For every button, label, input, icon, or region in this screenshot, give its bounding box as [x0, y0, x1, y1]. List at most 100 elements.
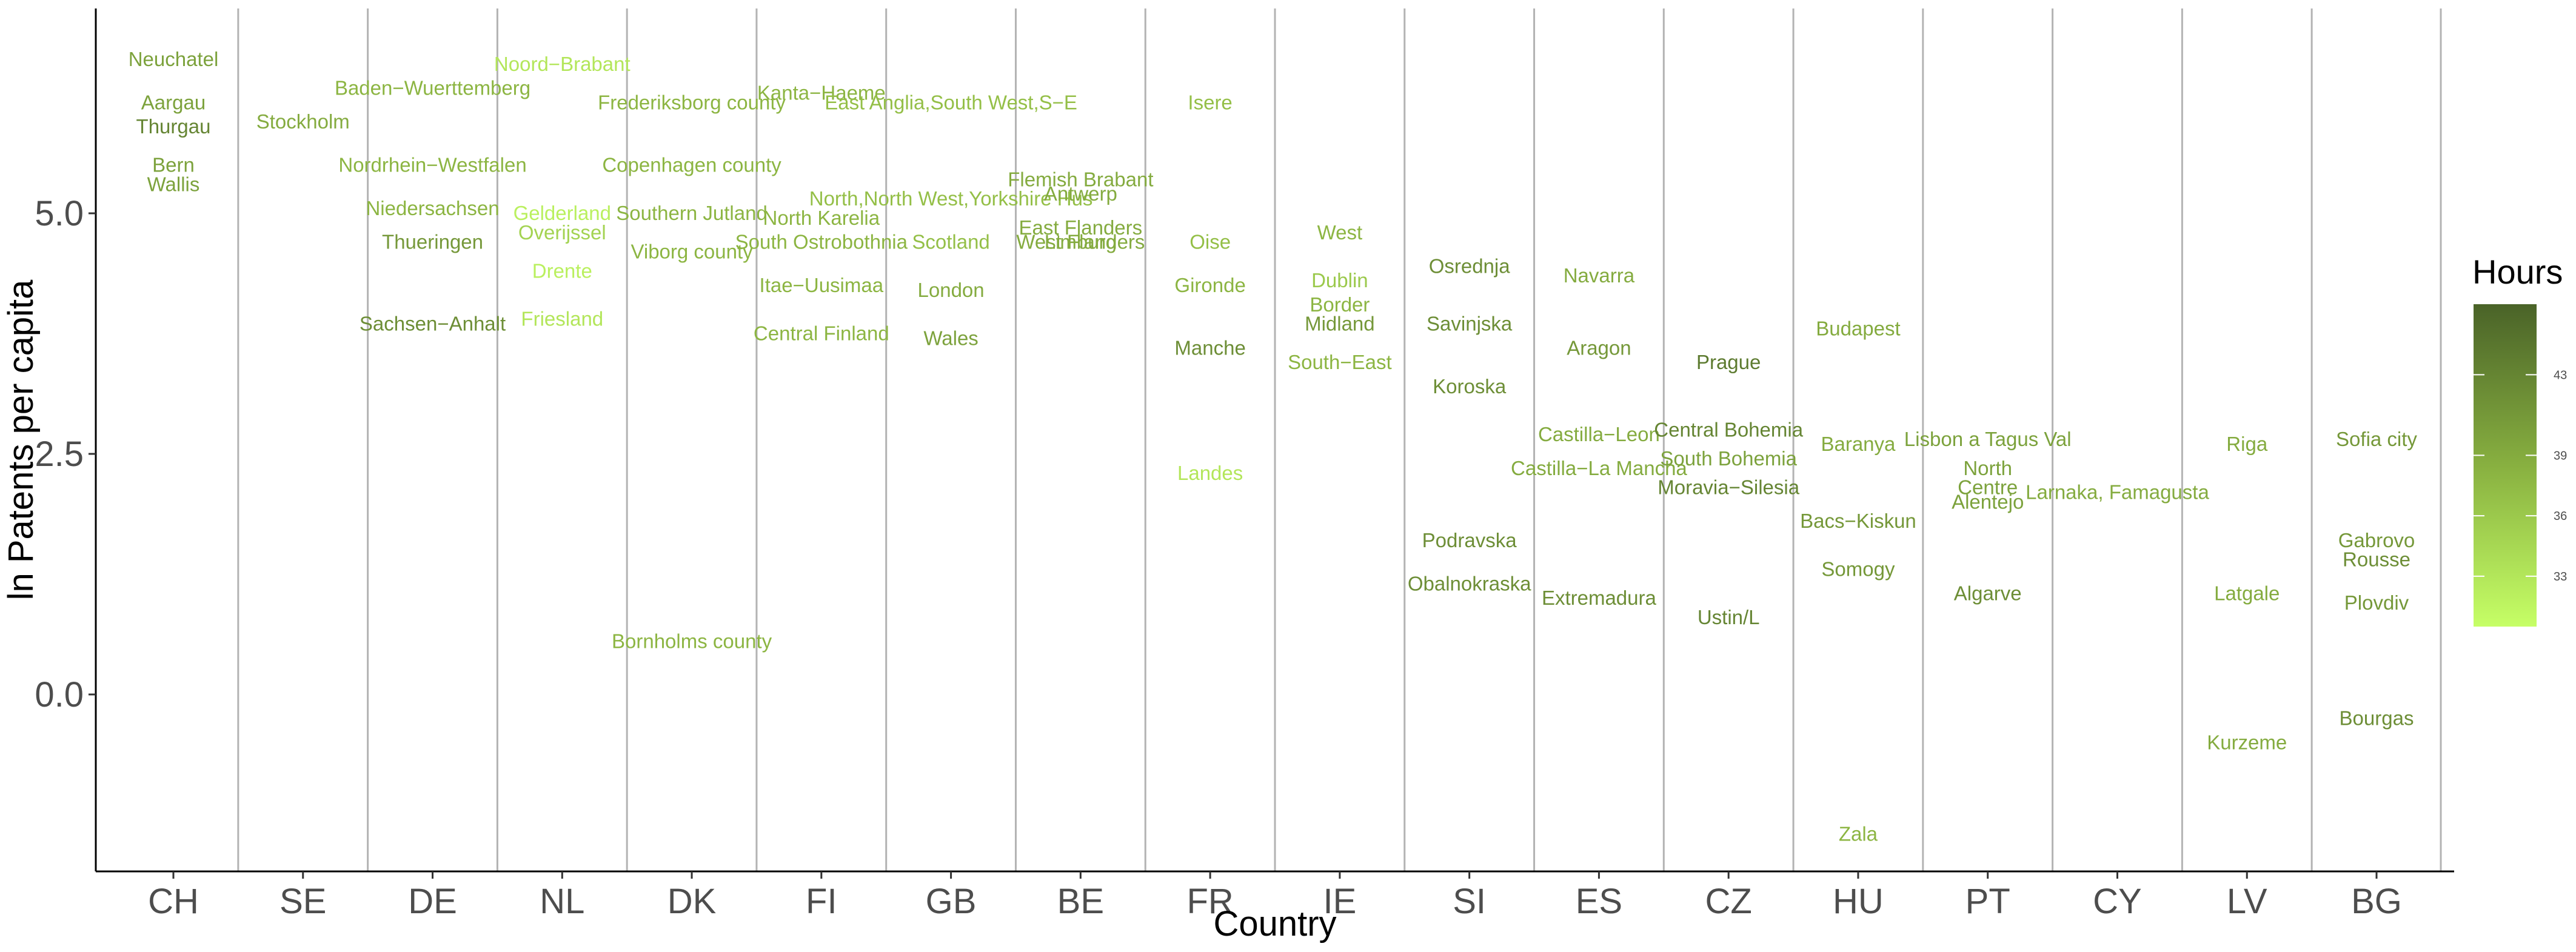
- x-tick-label-se: SE: [279, 882, 326, 921]
- region-label: Central Bohemia: [1654, 418, 1803, 441]
- region-label: Gelderland: [514, 202, 611, 224]
- region-label: West Flanders: [1016, 231, 1145, 253]
- region-label: Algarve: [1954, 582, 2022, 604]
- region-label: Friesland: [521, 308, 603, 330]
- region-label: Landes: [1177, 462, 1243, 484]
- country-separators: [237, 8, 2442, 871]
- region-label: Bourgas: [2340, 707, 2414, 730]
- region-label: South−East: [1288, 351, 1392, 373]
- x-axis-title: Country: [1213, 904, 1336, 944]
- axes: [95, 8, 2454, 873]
- x-tick-label-pt: PT: [1965, 882, 2010, 921]
- region-label: Stockholm: [256, 110, 350, 133]
- region-label: Overijssel: [518, 221, 606, 244]
- region-label: Riga: [2226, 433, 2268, 455]
- region-label: Wales: [923, 327, 978, 349]
- region-label: Baden−Wuerttemberg: [335, 77, 530, 99]
- region-label: Osrednja: [1429, 255, 1511, 277]
- region-label: North: [1963, 457, 2012, 479]
- region-label: Scotland: [912, 231, 989, 253]
- x-ticks: CH SE DE NL DK FI GB BE FR IE SI ES CZ HU PT CY LV BG: [148, 871, 2402, 921]
- region-label: Rousse: [2343, 548, 2410, 571]
- region-label: Aargau: [141, 91, 206, 113]
- legend-title: Hours: [2472, 253, 2563, 291]
- region-label: North Karelia: [763, 207, 880, 229]
- region-label: Dublin: [1311, 269, 1368, 291]
- region-label: Baranya: [1821, 433, 1896, 455]
- region-label: Kurzeme: [2207, 731, 2287, 753]
- region-label: Border: [1310, 293, 1370, 316]
- region-label: Somogy: [1821, 558, 1895, 581]
- region-label: Kanta−Haeme: [757, 82, 886, 104]
- legend-tick-label: 39: [2554, 449, 2567, 462]
- region-label: Prague: [1696, 351, 1761, 373]
- x-tick-label-dk: DK: [667, 882, 717, 921]
- x-tick-label-ie: IE: [1323, 882, 1356, 921]
- x-tick-label-gb: GB: [926, 882, 977, 921]
- region-label: Plovdiv: [2344, 591, 2409, 614]
- region-label: Castilla−La Mancha: [1511, 457, 1687, 479]
- region-label: Zala: [1839, 822, 1878, 845]
- region-label: Latgale: [2214, 582, 2280, 604]
- x-tick-label-be: BE: [1057, 882, 1104, 921]
- region-label: Frederiksborg county: [598, 91, 786, 113]
- x-tick-label-cy: CY: [2093, 882, 2142, 921]
- region-label: Lisbon a Tagus Val: [1904, 428, 2072, 450]
- region-label: Bern: [152, 154, 195, 176]
- region-label: London: [918, 279, 985, 301]
- region-label: Drente: [532, 259, 592, 282]
- region-label: Midland: [1305, 313, 1375, 335]
- region-label: Gabrovo: [2338, 529, 2415, 551]
- region-label: Alentejo: [1952, 490, 2024, 513]
- region-label: Ustin/L: [1698, 606, 1760, 628]
- region-label: Sofia city: [2336, 428, 2417, 450]
- region-label: Sachsen−Anhalt: [360, 313, 506, 335]
- region-label: Extremadura: [1542, 587, 1657, 609]
- region-label: Gironde: [1174, 274, 1245, 296]
- region-label: Larnaka, Famagusta: [2026, 481, 2209, 504]
- region-label: Thueringen: [382, 231, 483, 253]
- y-tick-label: 2.5: [35, 434, 84, 474]
- region-label: Thurgau: [136, 115, 211, 138]
- region-label: Castilla−Leon: [1538, 423, 1660, 445]
- legend-tick-label: 36: [2554, 510, 2567, 523]
- region-label: Central Finland: [754, 322, 889, 345]
- region-label: South Bohemia: [1660, 447, 1797, 470]
- region-label: Noord−Brabant: [494, 53, 631, 75]
- region-label: Savinjska: [1427, 313, 1513, 335]
- region-label: Wallis: [147, 173, 200, 195]
- region-label: Moravia−Silesia: [1658, 476, 1799, 499]
- region-label: Aragon: [1567, 336, 1631, 359]
- x-tick-label-de: DE: [408, 882, 457, 921]
- region-label: Niedersachsen: [366, 197, 499, 219]
- y-ticks: 0.0 2.5 5.0: [35, 194, 96, 714]
- x-tick-label-hu: HU: [1833, 882, 1884, 921]
- x-tick-label-fi: FI: [806, 882, 837, 921]
- region-label: West: [1317, 221, 1363, 244]
- region-label: Copenhagen county: [602, 154, 781, 176]
- legend-colorbar: [2474, 304, 2537, 627]
- x-tick-label-nl: NL: [540, 882, 584, 921]
- region-label: Podravska: [1422, 529, 1517, 551]
- region-label: Antwerp: [1044, 182, 1117, 205]
- x-tick-label-ch: CH: [148, 882, 199, 921]
- region-label: Bornholms county: [612, 630, 772, 653]
- region-label: North,North West,Yorkshire Hus: [809, 187, 1093, 210]
- x-tick-label-si: SI: [1453, 882, 1486, 921]
- region-label: Oise: [1189, 231, 1231, 253]
- region-label: Viborg county: [631, 241, 753, 263]
- y-axis-title: ln Patents per capita: [1, 279, 41, 601]
- region-label: East Flanders: [1019, 216, 1143, 239]
- x-tick-label-cz: CZ: [1705, 882, 1752, 921]
- region-label: Neuchatel: [129, 48, 219, 70]
- region-label: Limburg: [1045, 231, 1117, 253]
- legend-tick-label: 33: [2554, 570, 2567, 584]
- region-label: East Anglia,South West,S−E: [825, 91, 1077, 113]
- y-tick-label: 0.0: [35, 675, 84, 714]
- x-tick-label-bg: BG: [2351, 882, 2402, 921]
- region-label: Flemish Brabant: [1008, 168, 1153, 190]
- region-label: Navarra: [1564, 264, 1635, 287]
- region-label: Budapest: [1816, 318, 1900, 340]
